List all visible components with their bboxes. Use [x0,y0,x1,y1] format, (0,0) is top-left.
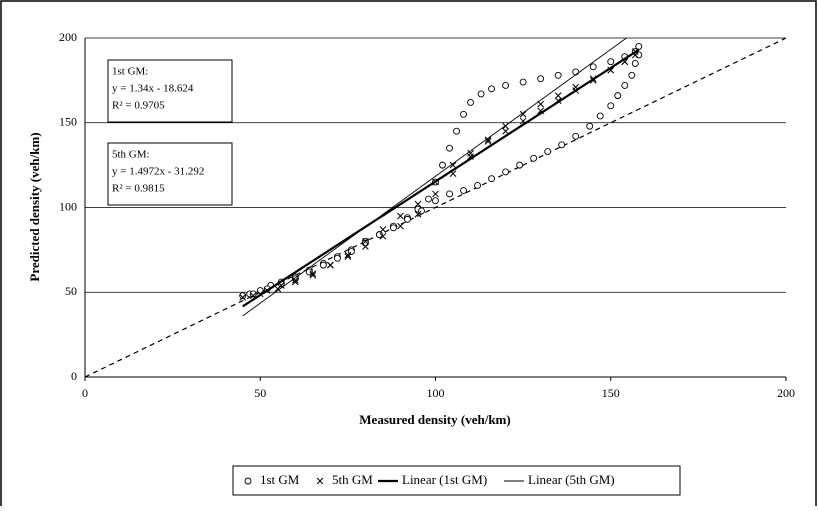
point [554,92,562,99]
point [519,110,527,118]
point [460,187,467,195]
legend-box [232,465,681,496]
point [326,261,334,269]
point [596,112,604,120]
x-tick-label: 200 [777,386,795,400]
point [379,226,387,233]
point [635,43,643,50]
point [628,71,636,79]
annotation-box [107,59,233,123]
point [449,161,457,169]
x-tick-label: 50 [254,386,266,400]
point [572,68,580,76]
annotation-text: R² = 0.9705 [112,100,165,112]
point [239,292,247,300]
point [344,253,352,261]
point [309,271,317,279]
point [607,102,615,110]
point [488,85,496,93]
x-axis-label: Measured density (veh/km) [359,412,510,427]
point [404,215,411,223]
legend-label: Linear (5th GM) [528,472,615,487]
x-tick-label: 150 [602,386,620,400]
point [249,290,257,298]
y-axis-label: Predicted density (veh/km) [27,132,42,281]
point [502,82,510,89]
point [446,190,453,198]
point [589,63,597,71]
point [274,285,282,293]
point [460,110,467,118]
point [631,59,639,67]
y-tick-label: 200 [59,30,77,44]
point [614,92,622,100]
point [537,75,545,83]
point [389,224,397,232]
legend-swatch [316,477,324,485]
point [333,254,341,262]
x-tick-label: 0 [82,386,88,400]
point [375,231,383,239]
x-tick-label: 100 [427,386,445,400]
point [607,58,615,66]
point [319,261,327,269]
annotation-text: 5th GM: [112,149,150,161]
point [397,212,404,220]
point [432,197,439,205]
y-tick-label: 0 [71,369,77,383]
point [467,149,474,157]
point [439,161,446,169]
trend-line [242,48,640,308]
annotation-text: y = 1.34x - 18.624 [112,83,194,95]
point [572,132,580,140]
point [432,190,439,198]
annotation-text: R² = 0.9815 [112,183,165,195]
annotation-box [107,142,233,206]
point [484,136,492,144]
point [362,243,369,250]
point [291,277,299,284]
point [530,154,538,162]
legend-swatch [244,477,252,485]
point [502,127,509,135]
point [519,78,527,86]
point [474,182,482,189]
point [586,122,594,130]
point [291,278,299,286]
point [558,141,566,149]
point [397,222,404,230]
legend-label: 5th GM [332,472,373,487]
plot-area [85,38,786,377]
point [467,98,474,106]
point [239,293,247,301]
annotation-text: 1st GM: [112,66,148,78]
point [477,90,485,98]
reference-line [85,38,786,377]
point [425,195,432,203]
point [544,148,552,156]
point [414,200,422,208]
legend-label: Linear (1st GM) [402,472,487,487]
y-tick-label: 100 [59,199,77,213]
legend-label: 1st GM [260,472,300,487]
point [362,238,369,245]
point [414,210,422,218]
point [446,144,453,152]
y-tick-label: 150 [59,115,77,129]
point [621,82,629,89]
annotation-text: y = 1.4972x - 31.292 [112,166,204,178]
point [516,161,524,169]
point [453,127,460,135]
point [379,232,387,240]
point [554,71,562,79]
point [344,251,352,259]
point [502,168,510,176]
point [488,175,496,183]
y-tick-label: 50 [65,284,77,298]
trend-line [242,38,628,317]
point [309,270,317,277]
